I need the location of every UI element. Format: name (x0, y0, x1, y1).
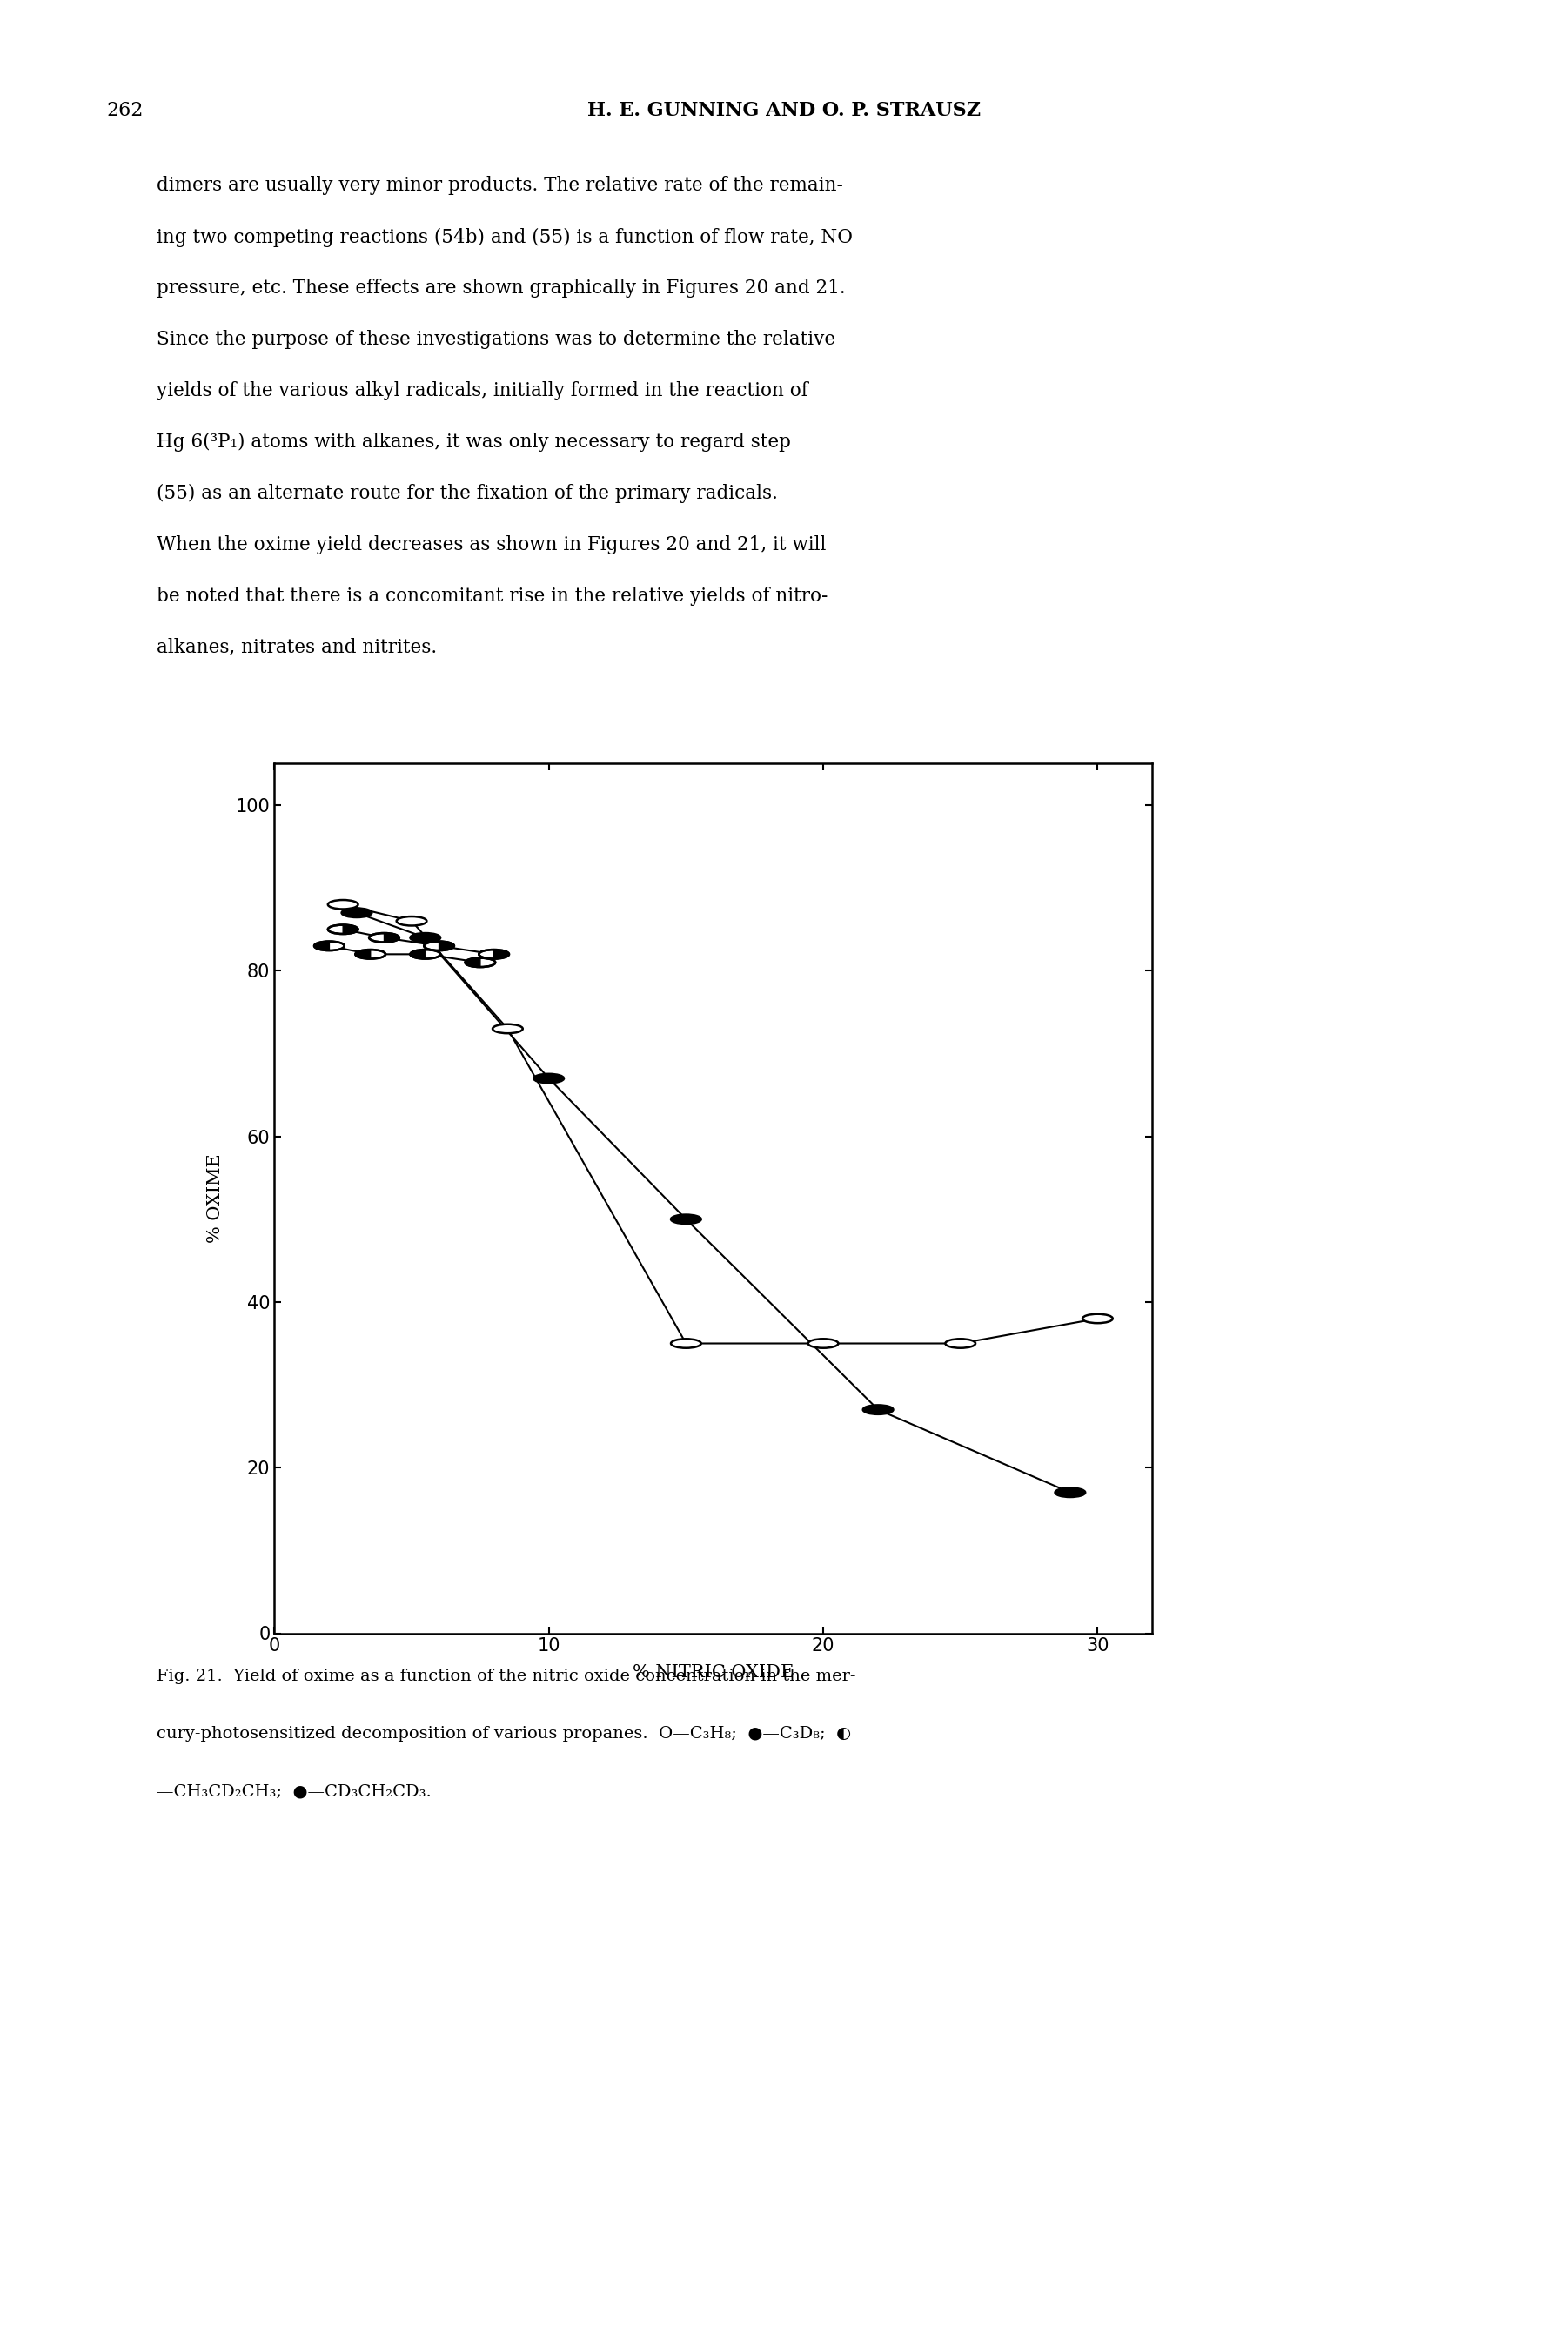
Wedge shape (384, 933, 400, 942)
Y-axis label: % OXIME: % OXIME (207, 1154, 224, 1243)
Text: Fig. 21.  Yield of oxime as a function of the nitric oxide concentration in the : Fig. 21. Yield of oxime as a function of… (157, 1668, 856, 1685)
Circle shape (368, 933, 400, 942)
Text: 262: 262 (107, 101, 144, 120)
Circle shape (328, 926, 358, 933)
Wedge shape (439, 942, 455, 949)
Circle shape (342, 907, 372, 916)
Wedge shape (494, 949, 510, 959)
Circle shape (356, 949, 386, 959)
Circle shape (492, 1025, 522, 1034)
Circle shape (411, 933, 441, 942)
Text: (55) as an alternate route for the fixation of the primary radicals.: (55) as an alternate route for the fixat… (157, 484, 778, 503)
Circle shape (1082, 1314, 1113, 1323)
Wedge shape (343, 926, 358, 933)
Circle shape (946, 1339, 975, 1349)
Circle shape (533, 1074, 564, 1083)
Wedge shape (314, 942, 329, 949)
Text: —CH₃CD₂CH₃;  ●—CD₃CH₂CD₃.: —CH₃CD₂CH₃; ●—CD₃CH₂CD₃. (157, 1784, 431, 1800)
Text: be noted that there is a concomitant rise in the relative yields of nitro-: be noted that there is a concomitant ris… (157, 588, 828, 606)
Text: alkanes, nitrates and nitrites.: alkanes, nitrates and nitrites. (157, 637, 437, 658)
Circle shape (397, 916, 426, 926)
Text: When the oxime yield decreases as shown in Figures 20 and 21, it will: When the oxime yield decreases as shown … (157, 536, 826, 555)
Circle shape (423, 942, 455, 949)
Text: ing two competing reactions (54b) and (55) is a function of flow rate, NO: ing two competing reactions (54b) and (5… (157, 228, 853, 247)
Wedge shape (466, 959, 480, 968)
Wedge shape (411, 949, 425, 959)
Circle shape (862, 1405, 894, 1415)
Text: H. E. GUNNING AND O. P. STRAUSZ: H. E. GUNNING AND O. P. STRAUSZ (588, 101, 980, 120)
Circle shape (328, 900, 358, 909)
X-axis label: % NITRIC OXIDE: % NITRIC OXIDE (633, 1664, 793, 1680)
Text: yields of the various alkyl radicals, initially formed in the reaction of: yields of the various alkyl radicals, in… (157, 381, 809, 400)
Text: cury-photosensitized decomposition of various propanes.  O—C₃H₈;  ●—C₃D₈;  ◐: cury-photosensitized decomposition of va… (157, 1725, 851, 1741)
Text: pressure, etc. These effects are shown graphically in Figures 20 and 21.: pressure, etc. These effects are shown g… (157, 280, 845, 298)
Circle shape (411, 949, 441, 959)
Text: dimers are usually very minor products. The relative rate of the remain-: dimers are usually very minor products. … (157, 176, 844, 195)
Circle shape (466, 959, 495, 968)
Circle shape (671, 1339, 701, 1349)
Text: Hg 6(³P₁) atoms with alkanes, it was only necessary to regard step: Hg 6(³P₁) atoms with alkanes, it was onl… (157, 432, 790, 451)
Circle shape (808, 1339, 839, 1349)
Circle shape (478, 949, 510, 959)
Text: Since the purpose of these investigations was to determine the relative: Since the purpose of these investigation… (157, 329, 836, 350)
Wedge shape (356, 949, 370, 959)
Circle shape (1055, 1488, 1085, 1497)
Circle shape (671, 1215, 701, 1224)
Circle shape (314, 942, 345, 949)
